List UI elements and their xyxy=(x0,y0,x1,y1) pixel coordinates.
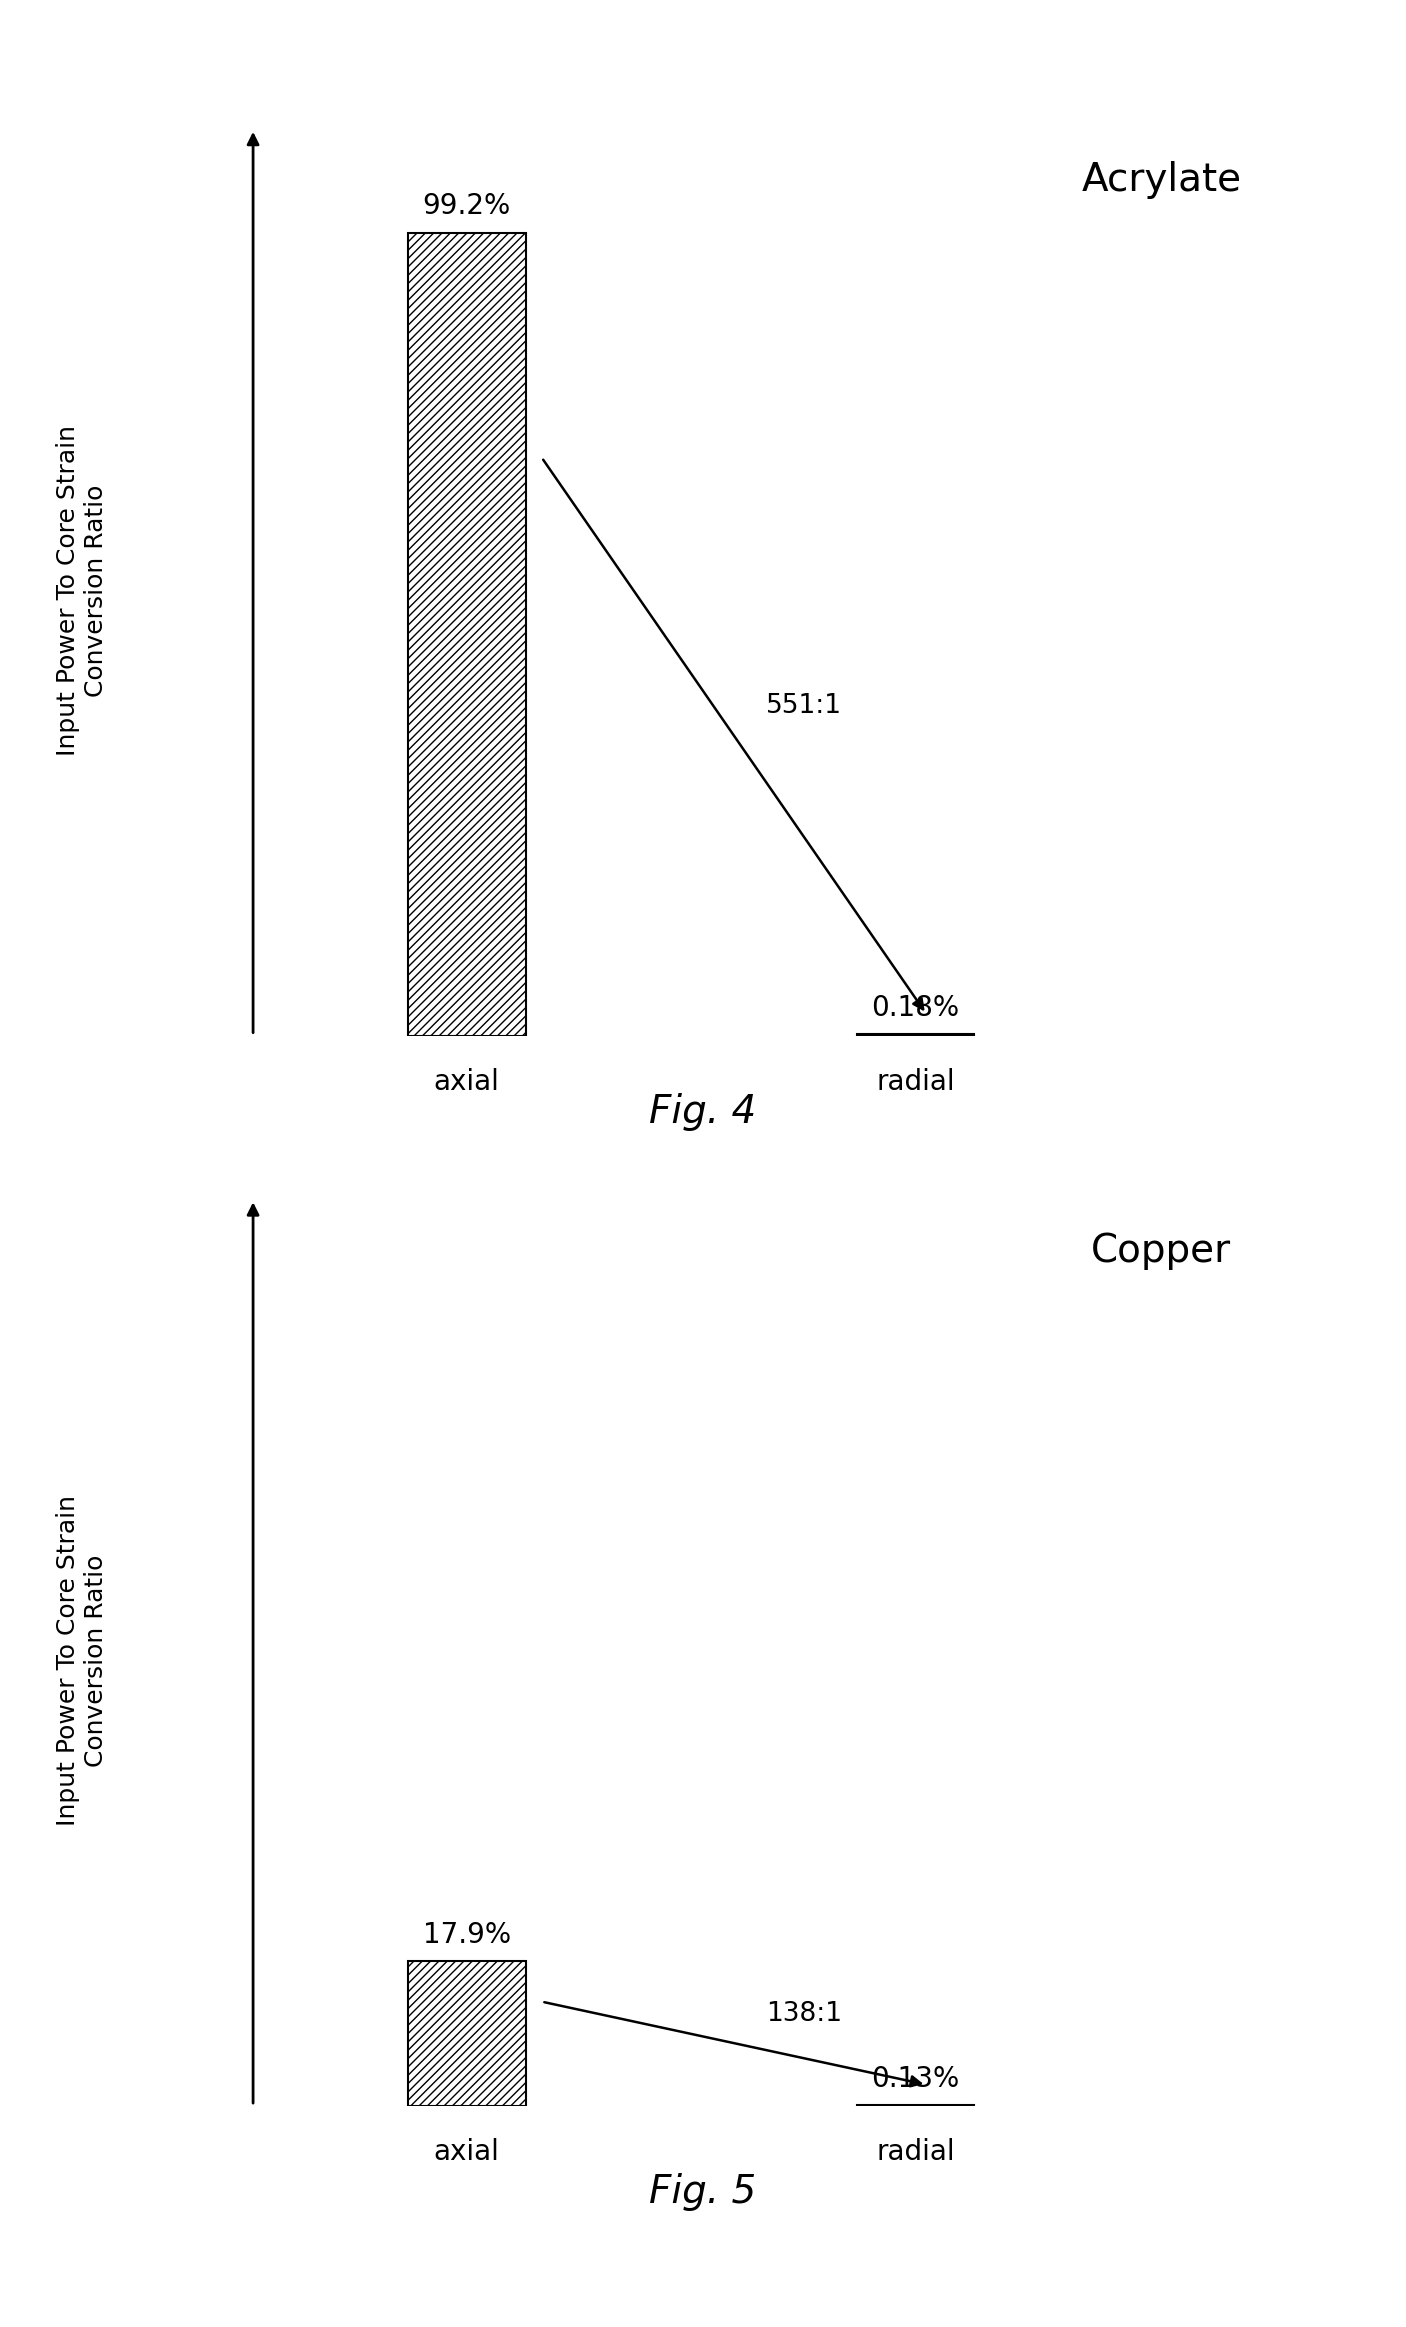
Text: axial: axial xyxy=(434,2139,499,2166)
Text: 551:1: 551:1 xyxy=(766,693,842,719)
Text: Acrylate: Acrylate xyxy=(1081,161,1241,200)
Text: Fig. 4: Fig. 4 xyxy=(650,1094,756,1131)
Text: 17.9%: 17.9% xyxy=(423,1920,510,1950)
Bar xyxy=(408,1962,526,2106)
Text: 0.13%: 0.13% xyxy=(872,2064,960,2092)
Text: radial: radial xyxy=(876,2139,955,2166)
Text: radial: radial xyxy=(876,1068,955,1096)
Text: Fig. 5: Fig. 5 xyxy=(650,2173,756,2211)
Text: Copper: Copper xyxy=(1091,1231,1232,1271)
Text: Input Power To Core Strain
Conversion Ratio: Input Power To Core Strain Conversion Ra… xyxy=(56,1496,108,1827)
Text: 99.2%: 99.2% xyxy=(423,193,510,221)
Text: 138:1: 138:1 xyxy=(766,2001,842,2027)
Text: Input Power To Core Strain
Conversion Ratio: Input Power To Core Strain Conversion Ra… xyxy=(56,426,108,756)
Text: 0.18%: 0.18% xyxy=(872,994,960,1022)
Bar xyxy=(408,233,526,1036)
Text: axial: axial xyxy=(434,1068,499,1096)
